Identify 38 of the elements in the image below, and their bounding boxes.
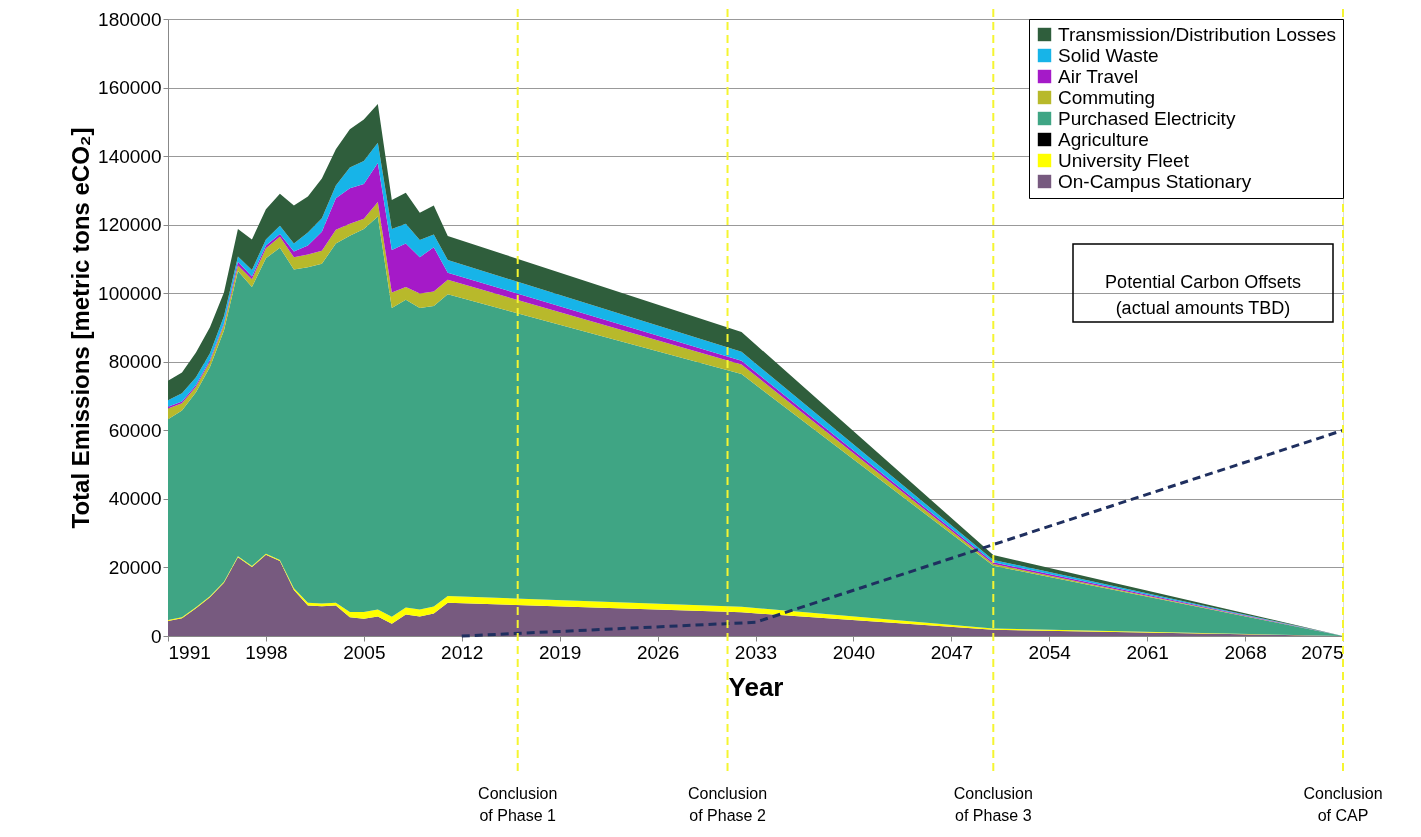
ref-line-label: Conclusion of Phase 2	[687, 785, 768, 824]
x-tick-label: 2061	[1126, 641, 1169, 663]
x-tick-label: 1998	[245, 641, 288, 663]
legend-label: Commuting	[1058, 86, 1156, 108]
ref-line-label: Conclusion of Phase 1	[478, 785, 558, 824]
y-axis-title: Total Emissions [metric tons eCO₂]	[67, 127, 95, 529]
x-axis-title: Year	[728, 671, 784, 702]
x-tick-label: 2075	[1301, 641, 1344, 663]
ref-line-label: Conclusion of Phase 3	[953, 785, 1033, 824]
x-tick-label: 2019	[539, 641, 582, 663]
legend-label: On-Campus Stationary	[1058, 170, 1252, 192]
x-tick-label: 2068	[1224, 641, 1267, 663]
y-tick-label: 0	[150, 625, 162, 647]
x-tick-label: 2012	[441, 641, 484, 663]
x-tick-label: 2005	[343, 641, 386, 663]
y-tick-label: 140000	[98, 145, 162, 167]
annotation: Potential Carbon Offsets (actual amounts TBD)	[1105, 272, 1301, 318]
y-tick-label: 80000	[108, 351, 162, 373]
y-tick-label: 20000	[108, 556, 162, 578]
y-tick-label: 100000	[98, 282, 162, 304]
legend-label: Transmission/Distribution Losses	[1058, 23, 1337, 45]
x-tick-label: 2040	[832, 641, 876, 663]
y-tick-label: 60000	[108, 419, 162, 441]
legend-label: Solid Waste	[1058, 44, 1159, 66]
legend-label: Purchased Electricity	[1058, 107, 1236, 129]
x-tick-label: 1991	[168, 641, 211, 663]
y-tick-label: 160000	[98, 77, 162, 99]
legend-label: Air Travel	[1058, 65, 1139, 87]
y-tick-label: 120000	[98, 214, 162, 236]
y-tick-label: 180000	[98, 8, 162, 30]
ref-line-label: Conclusion of CAP	[1303, 785, 1383, 824]
x-tick-label: 2033	[734, 641, 778, 663]
y-tick-label: 40000	[108, 488, 162, 510]
legend-label: Agriculture	[1058, 128, 1149, 150]
legend-label: University Fleet	[1058, 149, 1190, 171]
x-tick-label: 2026	[636, 641, 680, 663]
x-tick-label: 2047	[930, 641, 973, 663]
x-tick-label: 2054	[1028, 641, 1072, 663]
